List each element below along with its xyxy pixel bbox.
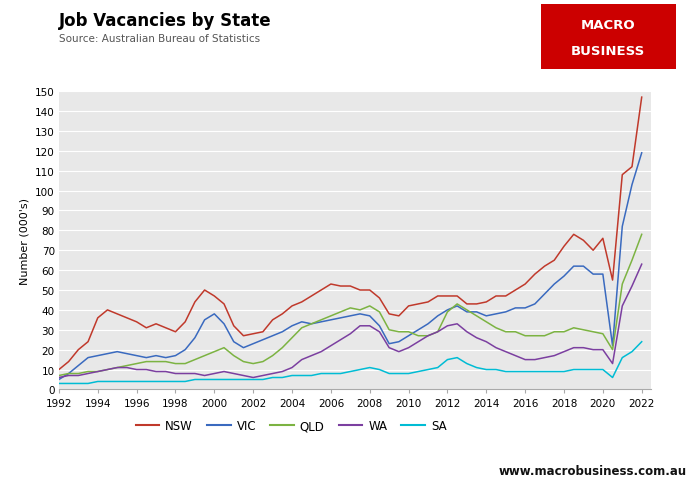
Text: Source: Australian Bureau of Statistics: Source: Australian Bureau of Statistics — [59, 34, 260, 44]
Text: BUSINESS: BUSINESS — [571, 45, 645, 59]
Text: MACRO: MACRO — [581, 19, 635, 32]
Text: Job Vacancies by State: Job Vacancies by State — [59, 12, 272, 30]
Text: www.macrobusiness.com.au: www.macrobusiness.com.au — [499, 464, 687, 477]
Y-axis label: Number (000's): Number (000's) — [19, 197, 29, 284]
Legend: NSW, VIC, QLD, WA, SA: NSW, VIC, QLD, WA, SA — [131, 415, 451, 437]
